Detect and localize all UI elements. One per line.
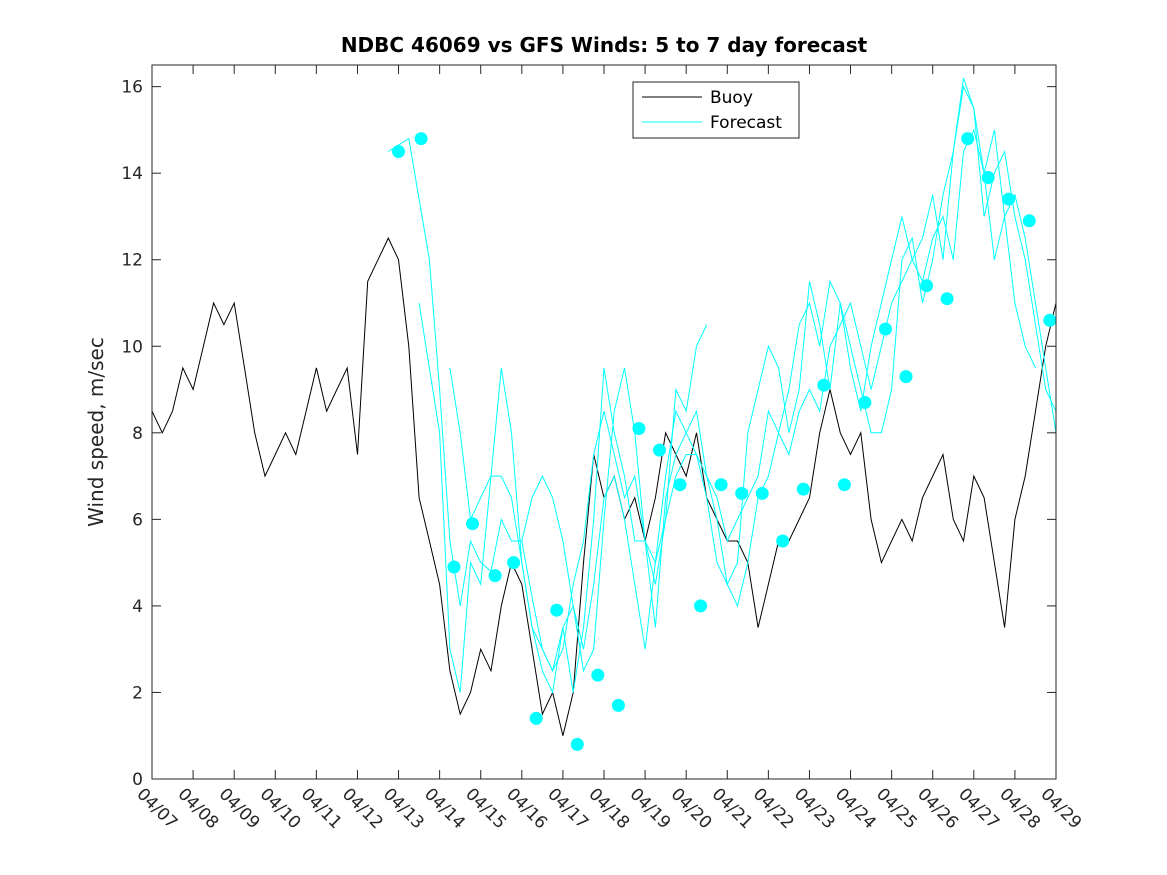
forecast-series-line-1 xyxy=(388,128,1057,672)
forecast-marker xyxy=(1043,313,1057,327)
forecast-marker xyxy=(447,560,461,574)
legend-buoy-label: Buoy xyxy=(710,88,753,108)
forecast-marker xyxy=(488,569,502,583)
forecast-marker xyxy=(529,711,543,725)
y-tick-label: 6 xyxy=(132,510,143,530)
forecast-series-line-3 xyxy=(449,324,708,695)
forecast-marker xyxy=(899,370,913,384)
legend-forecast-label: Forecast xyxy=(710,113,782,133)
y-tick-label: 10 xyxy=(121,337,143,357)
forecast-marker xyxy=(837,478,851,492)
forecast-marker xyxy=(1022,214,1036,228)
forecast-marker xyxy=(796,482,810,496)
marker-layer xyxy=(392,132,1057,751)
y-tick-label: 16 xyxy=(121,78,143,98)
forecast-marker xyxy=(755,486,769,500)
legend: Buoy Forecast xyxy=(632,81,800,139)
forecast-series-line-4 xyxy=(521,77,1036,650)
forecast-marker xyxy=(920,279,934,293)
forecast-marker xyxy=(673,478,687,492)
y-tick-label: 2 xyxy=(132,683,143,703)
forecast-marker xyxy=(632,422,646,435)
forecast-marker xyxy=(414,132,428,146)
forecast-marker xyxy=(940,292,954,306)
y-tick-label: 0 xyxy=(132,770,143,790)
forecast-marker xyxy=(550,603,564,617)
forecast-marker xyxy=(570,737,584,751)
forecast-marker xyxy=(1002,192,1016,206)
y-tick-label: 8 xyxy=(132,424,143,444)
forecast-marker xyxy=(981,171,995,184)
y-ticks: 0 2 4 6 8 10 12 14 16 xyxy=(121,78,1056,790)
y-tick-label: 4 xyxy=(132,597,143,617)
y-tick-label: 12 xyxy=(121,251,143,271)
forecast-marker xyxy=(817,378,831,392)
forecast-marker xyxy=(776,534,790,548)
legend-box xyxy=(632,81,800,139)
forecast-marker xyxy=(653,443,666,457)
chart-title: NDBC 46069 vs GFS Winds: 5 to 7 day fore… xyxy=(341,33,868,57)
forecast-marker xyxy=(735,486,749,500)
forecast-marker xyxy=(591,668,605,682)
plot-area xyxy=(152,65,1056,779)
forecast-marker xyxy=(392,145,405,158)
forecast-marker xyxy=(694,599,708,613)
y-tick-label: 14 xyxy=(121,164,143,184)
forecast-marker xyxy=(466,517,479,531)
forecast-marker xyxy=(714,478,728,492)
forecast-marker xyxy=(858,396,872,409)
forecast-marker xyxy=(507,556,521,570)
y-axis-label: Wind speed, m/sec xyxy=(84,337,108,527)
forecast-marker xyxy=(879,322,892,336)
forecast-marker xyxy=(961,132,975,146)
forecast-marker xyxy=(611,698,625,712)
